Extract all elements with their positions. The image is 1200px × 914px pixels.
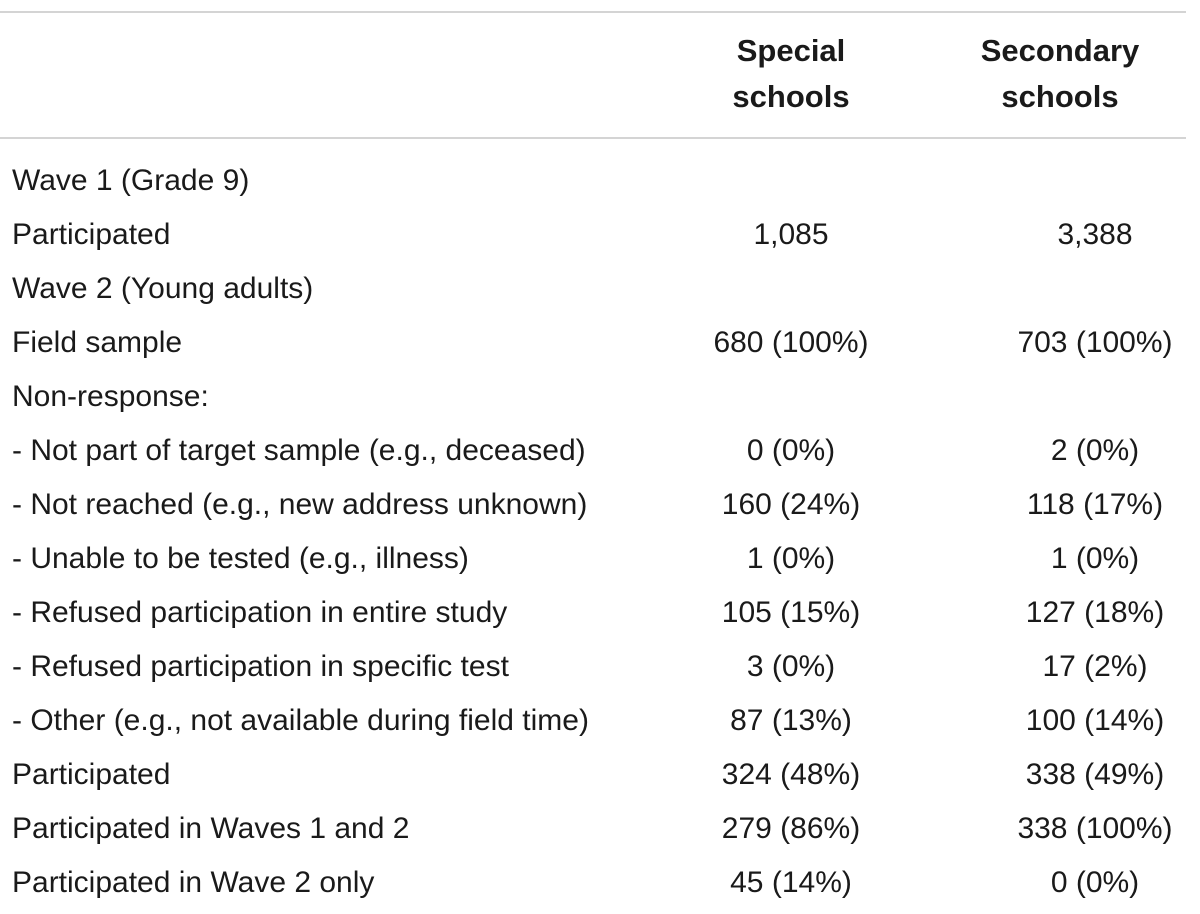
special-schools-value: 0 (0%) <box>746 434 836 467</box>
secondary-schools-value: 127 (18%) <box>1025 596 1165 629</box>
secondary-schools-value: 703 (100%) <box>1017 326 1173 359</box>
table-row: Wave 1 (Grade 9) <box>0 154 1200 208</box>
special-schools-value: 324 (48%) <box>721 758 861 791</box>
secondary-schools-value: 338 (100%) <box>1017 812 1173 845</box>
row-label: Wave 1 (Grade 9) <box>12 164 250 197</box>
row-label: Field sample <box>12 326 183 359</box>
table-row: - Not part of target sample (e.g., decea… <box>0 424 1200 478</box>
special-schools-value: 45 (14%) <box>730 866 852 899</box>
secondary-schools-value: 2 (0%) <box>1050 434 1140 467</box>
row-label: - Not part of target sample (e.g., decea… <box>12 434 586 467</box>
special-schools-value: 1,085 <box>753 218 829 251</box>
secondary-schools-value: 100 (14%) <box>1025 704 1165 737</box>
row-label: - Other (e.g., not available during fiel… <box>12 704 589 737</box>
special-schools-value: 3 (0%) <box>746 650 836 683</box>
special-schools-value: 87 (13%) <box>730 704 852 737</box>
header-special-line2: schools <box>732 79 850 114</box>
header-secondary-line2: schools <box>1001 79 1119 114</box>
table-row: - Other (e.g., not available during fiel… <box>0 694 1200 748</box>
header-secondary-schools: Secondary schools <box>940 28 1180 120</box>
special-schools-value: 105 (15%) <box>721 596 861 629</box>
row-label: - Unable to be tested (e.g., illness) <box>12 542 469 575</box>
row-label: Non-response: <box>12 380 209 413</box>
row-label: Participated in Wave 2 only <box>12 866 375 899</box>
table-row: Participated in Waves 1 and 2 279 (86%) 33… <box>0 802 1200 856</box>
row-label: Wave 2 (Young adults) <box>12 272 314 305</box>
table-row: Field sample 680 (100%) 703 (100%) <box>0 316 1200 370</box>
table-row: Participated 324 (48%) 338 (49%) <box>0 748 1200 802</box>
top-rule <box>0 11 1186 13</box>
row-label: Participated in Waves 1 and 2 <box>12 812 410 845</box>
secondary-schools-value: 0 (0%) <box>1050 866 1140 899</box>
secondary-schools-value: 338 (49%) <box>1025 758 1165 791</box>
special-schools-value: 160 (24%) <box>721 488 861 521</box>
table-row: - Refused participation in specific test… <box>0 640 1200 694</box>
special-schools-value: 1 (0%) <box>746 542 836 575</box>
header-special-line1: Special <box>736 33 846 68</box>
table-row: Participated 1,085 3,388 <box>0 208 1200 262</box>
row-label: - Refused participation in specific test <box>12 650 509 683</box>
header-rule <box>0 137 1186 139</box>
table-row: Participated in Wave 2 only 45 (14%) 0 (0%… <box>0 856 1200 910</box>
row-label: Participated <box>12 218 171 251</box>
table-row: Wave 2 (Young adults) <box>0 262 1200 316</box>
table-row: - Not reached (e.g., new address unknown… <box>0 478 1200 532</box>
table-header: Special schools Secondary schools <box>0 28 1200 128</box>
header-special-schools: Special schools <box>671 28 911 120</box>
row-label: - Refused participation in entire study <box>12 596 508 629</box>
table-row: Non-response: <box>0 370 1200 424</box>
secondary-schools-value: 118 (17%) <box>1026 488 1164 521</box>
secondary-schools-value: 17 (2%) <box>1042 650 1148 683</box>
table-body: Wave 1 (Grade 9) Participated 1,085 3,388 Wa… <box>0 154 1200 910</box>
table-row: - Unable to be tested (e.g., illness) 1 (… <box>0 532 1200 586</box>
table-row: - Refused participation in entire study 1… <box>0 586 1200 640</box>
special-schools-value: 279 (86%) <box>721 812 861 845</box>
header-secondary-line1: Secondary <box>980 33 1140 68</box>
row-label: - Not reached (e.g., new address unknown… <box>12 488 588 521</box>
row-label: Participated <box>12 758 171 791</box>
secondary-schools-value: 3,388 <box>1057 218 1133 251</box>
secondary-schools-value: 1 (0%) <box>1050 542 1140 575</box>
special-schools-value: 680 (100%) <box>713 326 869 359</box>
